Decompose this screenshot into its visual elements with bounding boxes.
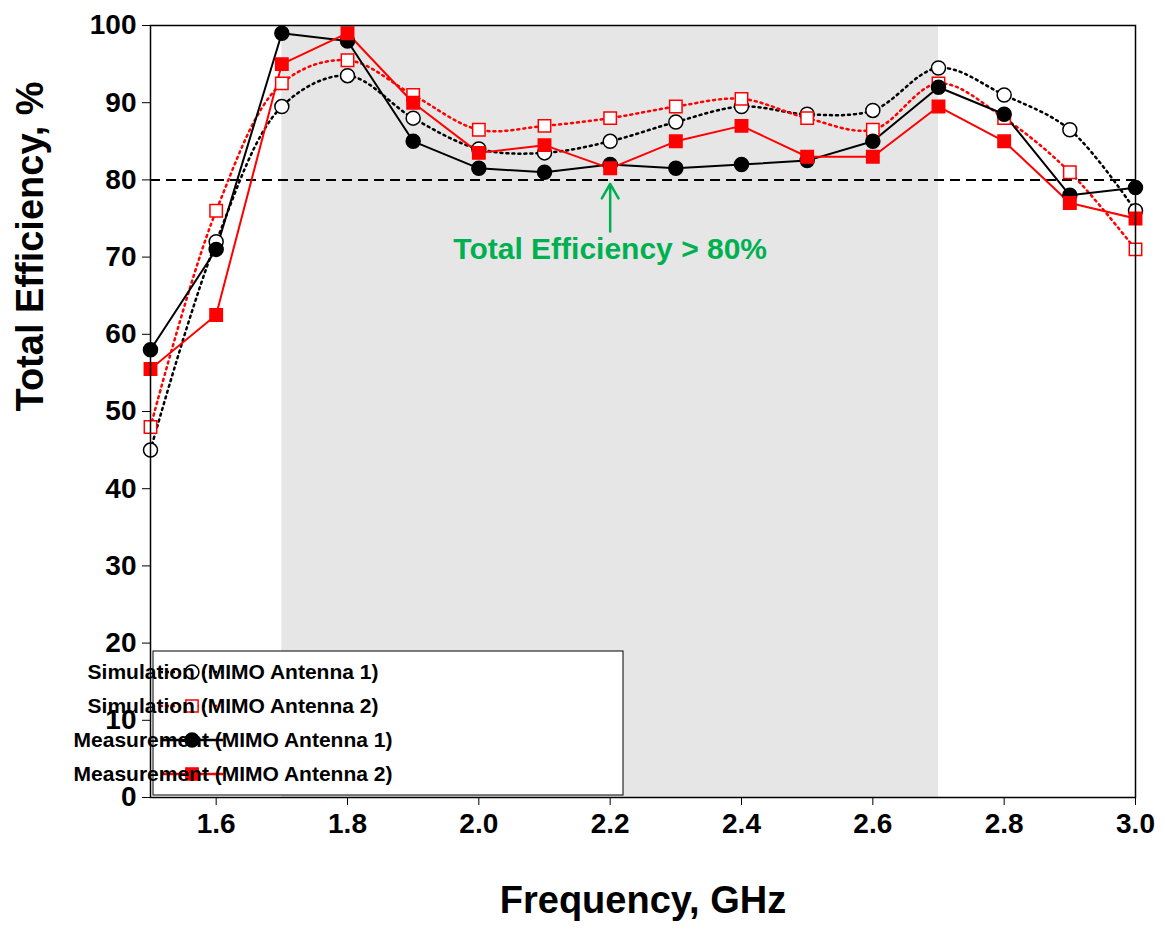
svg-text:2.0: 2.0 bbox=[459, 808, 498, 839]
svg-text:30: 30 bbox=[105, 550, 136, 581]
svg-text:3.0: 3.0 bbox=[1116, 808, 1155, 839]
svg-text:50: 50 bbox=[105, 395, 136, 426]
svg-text:Frequency, GHz: Frequency, GHz bbox=[500, 879, 786, 921]
svg-text:2.2: 2.2 bbox=[591, 808, 630, 839]
svg-text:Simulation (MIMO Antenna 2): Simulation (MIMO Antenna 2) bbox=[88, 694, 379, 717]
svg-text:1.6: 1.6 bbox=[197, 808, 236, 839]
svg-text:70: 70 bbox=[105, 241, 136, 272]
svg-text:2.6: 2.6 bbox=[853, 808, 892, 839]
svg-text:1.8: 1.8 bbox=[328, 808, 367, 839]
svg-text:0: 0 bbox=[121, 781, 137, 812]
svg-text:60: 60 bbox=[105, 318, 136, 349]
svg-text:Measurement (MIMO Antenna 1): Measurement (MIMO Antenna 1) bbox=[74, 728, 393, 751]
svg-text:Total Efficiency, %: Total Efficiency, % bbox=[9, 81, 51, 411]
svg-text:Simulation (MIMO Antenna 1): Simulation (MIMO Antenna 1) bbox=[88, 660, 379, 683]
svg-text:90: 90 bbox=[105, 87, 136, 118]
svg-text:100: 100 bbox=[90, 9, 137, 40]
svg-text:20: 20 bbox=[105, 627, 136, 658]
svg-text:80: 80 bbox=[105, 164, 136, 195]
svg-text:Measurement (MIMO Antenna 2): Measurement (MIMO Antenna 2) bbox=[74, 762, 393, 785]
svg-text:40: 40 bbox=[105, 473, 136, 504]
svg-text:Total Efficiency > 80%: Total Efficiency > 80% bbox=[453, 232, 767, 265]
svg-text:2.4: 2.4 bbox=[722, 808, 761, 839]
svg-text:2.8: 2.8 bbox=[985, 808, 1024, 839]
